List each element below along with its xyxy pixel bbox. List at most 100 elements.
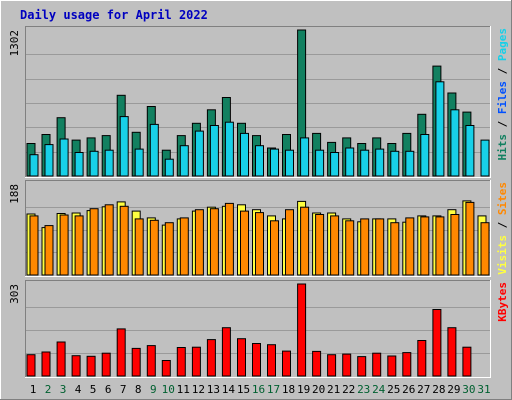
legend-separator: / xyxy=(496,215,509,235)
bar-sites-day-16 xyxy=(255,212,264,276)
bar-kbytes-day-18 xyxy=(282,350,291,377)
bar-files-day-5 xyxy=(89,150,99,177)
bar-kbytes-day-6 xyxy=(101,352,111,377)
day-label-2: 2 xyxy=(45,383,52,396)
panel-top: 1302 Hits / Files / Pages xyxy=(8,26,509,178)
y-max-label-middle: 188 xyxy=(8,184,21,204)
bar-sites-day-2 xyxy=(44,225,54,276)
bar-kbytes-day-12 xyxy=(191,346,201,377)
bar-sites-day-21 xyxy=(330,215,340,276)
bar-files-day-9 xyxy=(149,123,159,177)
bar-sites-day-10 xyxy=(164,222,174,276)
day-label-20: 20 xyxy=(312,383,325,396)
day-label-26: 26 xyxy=(402,383,415,396)
legend-bottom: KBytes xyxy=(496,282,509,322)
legend-item-pages: Pages xyxy=(496,28,509,61)
bar-sites-day-12 xyxy=(194,209,204,276)
bar-files-day-29 xyxy=(450,109,460,177)
bar-files-day-17 xyxy=(270,148,279,177)
bar-kbytes-day-22 xyxy=(342,353,352,377)
bar-files-day-8 xyxy=(134,148,144,177)
day-label-3: 3 xyxy=(60,383,67,396)
bar-files-day-22 xyxy=(345,147,355,177)
bar-kbytes-day-13 xyxy=(206,339,216,377)
bar-sites-day-8 xyxy=(134,218,144,276)
bar-files-day-14 xyxy=(224,121,234,177)
legend-item-files: Files xyxy=(496,81,509,114)
day-label-30: 30 xyxy=(462,383,475,396)
bar-sites-day-5 xyxy=(89,208,99,276)
day-label-6: 6 xyxy=(105,383,112,396)
bar-kbytes-day-3 xyxy=(56,341,66,377)
bar-sites-day-20 xyxy=(315,214,325,276)
bar-sites-day-7 xyxy=(119,205,129,276)
bar-sites-day-18 xyxy=(285,209,294,276)
bar-sites-day-19 xyxy=(300,206,310,276)
bar-sites-day-3 xyxy=(59,214,69,276)
day-label-17: 17 xyxy=(267,383,280,396)
bar-files-day-18 xyxy=(285,149,294,177)
day-label-19: 19 xyxy=(297,383,310,396)
bar-kbytes-day-27 xyxy=(417,340,427,377)
bar-files-day-2 xyxy=(44,144,54,177)
bar-kbytes-day-26 xyxy=(402,352,412,377)
bar-sites-day-23 xyxy=(360,218,370,276)
day-label-14: 14 xyxy=(222,383,236,396)
bar-files-day-25 xyxy=(390,150,400,177)
bar-sites-day-11 xyxy=(179,217,189,276)
bar-files-day-28 xyxy=(435,81,445,177)
bar-sites-day-24 xyxy=(375,218,385,276)
bar-files-day-27 xyxy=(420,134,430,177)
bar-sites-day-6 xyxy=(104,204,114,276)
bar-kbytes-day-15 xyxy=(237,338,246,377)
day-label-11: 11 xyxy=(177,383,190,396)
legend-item-kbytes: KBytes xyxy=(496,282,509,322)
day-label-15: 15 xyxy=(237,383,250,396)
bar-kbytes-day-21 xyxy=(327,354,337,377)
bar-kbytes-day-8 xyxy=(131,347,141,377)
panel-bottom: 303 KBytes xyxy=(8,280,509,378)
bar-files-day-7 xyxy=(119,116,129,177)
bar-kbytes-day-16 xyxy=(252,343,261,377)
y-max-label-top: 1302 xyxy=(8,30,21,57)
bar-kbytes-day-29 xyxy=(447,327,457,377)
bar-sites-day-29 xyxy=(450,214,460,276)
legend-item-visits: Visits xyxy=(496,235,509,275)
bar-sites-day-1 xyxy=(29,215,39,276)
bar-sites-day-26 xyxy=(405,217,415,276)
bar-files-day-30 xyxy=(465,125,475,177)
day-label-9: 9 xyxy=(150,383,157,396)
bar-files-day-21 xyxy=(330,152,340,177)
bar-kbytes-day-2 xyxy=(41,351,51,377)
bar-files-day-13 xyxy=(209,125,219,177)
day-label-31: 31 xyxy=(477,383,490,396)
bar-sites-day-14 xyxy=(224,202,234,276)
bar-kbytes-day-30 xyxy=(462,346,472,377)
day-label-22: 22 xyxy=(342,383,355,396)
legend-separator: / xyxy=(496,114,509,134)
bar-files-day-4 xyxy=(74,152,84,177)
day-label-12: 12 xyxy=(192,383,205,396)
day-label-10: 10 xyxy=(162,383,175,396)
bar-kbytes-day-10 xyxy=(161,360,171,377)
day-label-29: 29 xyxy=(447,383,460,396)
day-axis-labels: 1 2 3 4 5 6 7 8 9 10 11 12 13 14 15 16 17 18 19 20 21 22 23 24 2… xyxy=(30,383,491,396)
day-label-1: 1 xyxy=(30,383,37,396)
bar-files-day-20 xyxy=(315,149,325,177)
bar-kbytes-day-11 xyxy=(176,347,186,377)
day-label-16: 16 xyxy=(252,383,265,396)
day-label-7: 7 xyxy=(120,383,127,396)
bar-sites-day-17 xyxy=(270,220,279,276)
bar-kbytes-day-1 xyxy=(26,354,36,377)
bar-kbytes-day-20 xyxy=(312,350,322,377)
bar-files-day-10 xyxy=(164,158,174,177)
bar-sites-day-9 xyxy=(149,219,159,276)
bar-kbytes-day-28 xyxy=(432,309,442,377)
bar-kbytes-day-19 xyxy=(297,283,307,377)
bar-files-day-26 xyxy=(405,150,415,177)
bar-files-day-31 xyxy=(480,139,490,177)
day-label-28: 28 xyxy=(432,383,445,396)
day-label-25: 25 xyxy=(387,383,400,396)
bar-sites-day-28 xyxy=(435,216,445,276)
